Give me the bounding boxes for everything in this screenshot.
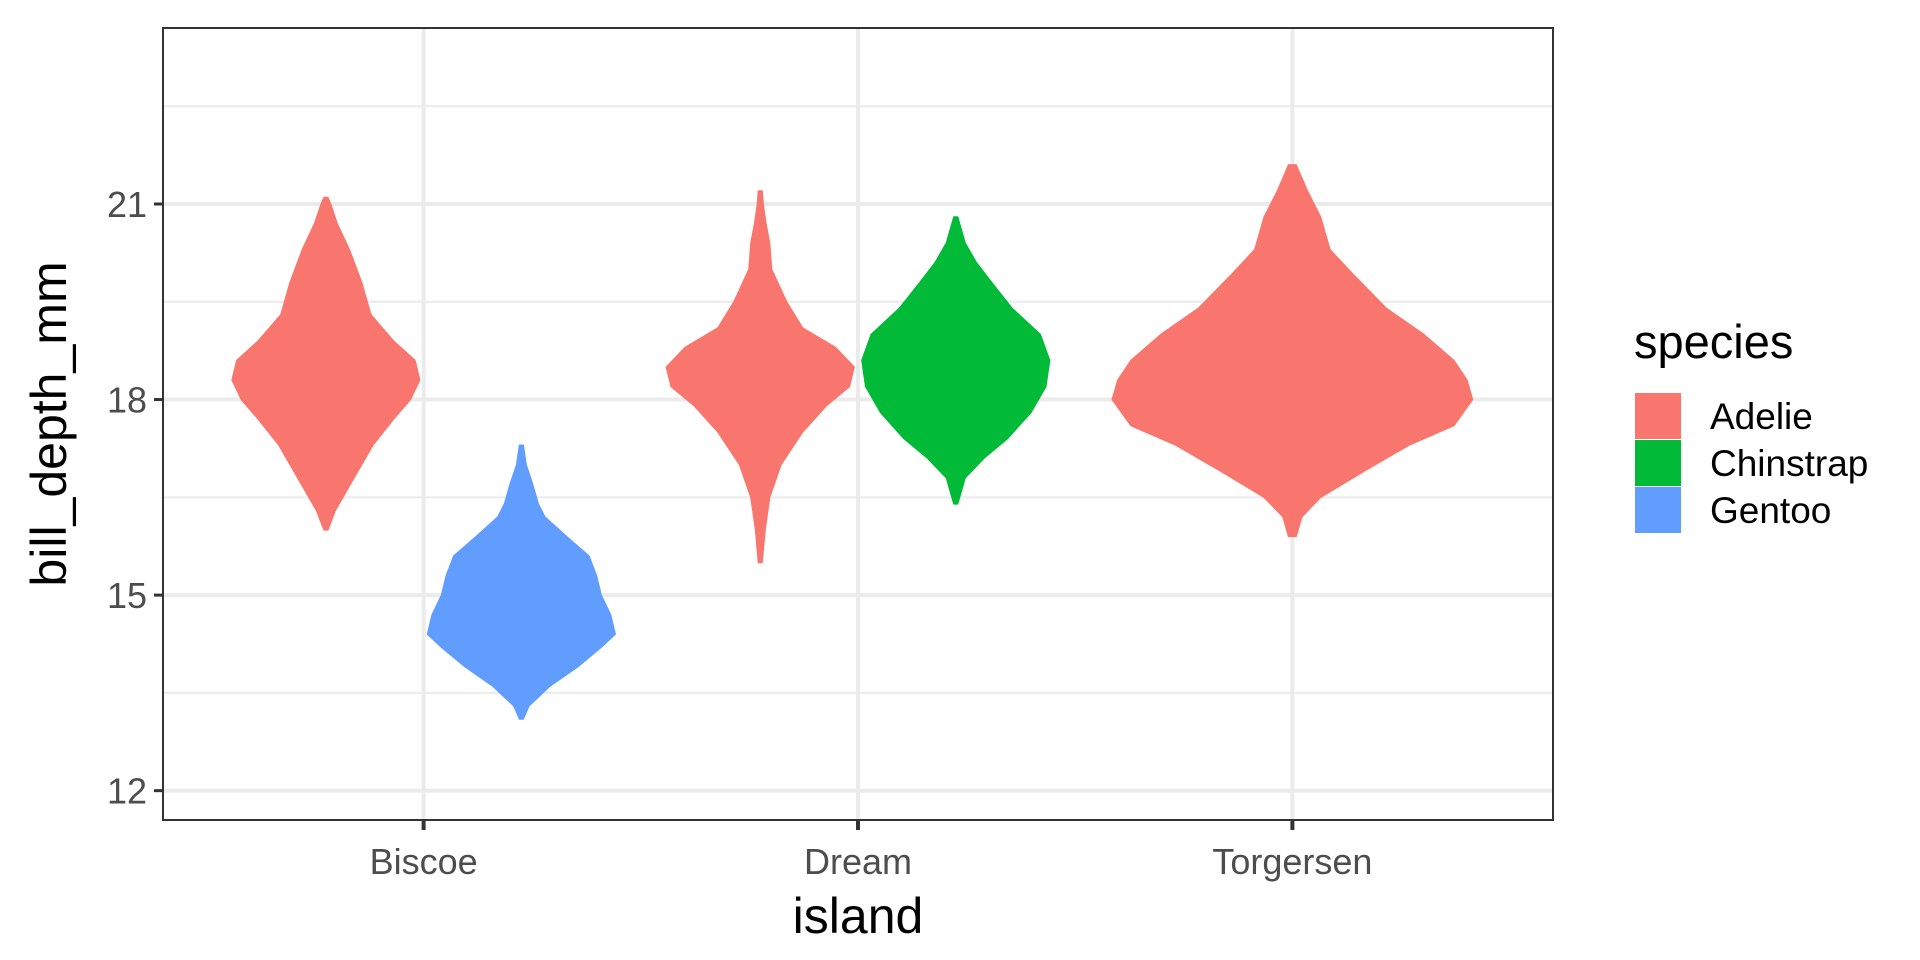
y-axis-title: bill_depth_mm (21, 261, 77, 586)
x-tick-label: Biscoe (370, 841, 478, 882)
y-tick-label: 18 (107, 380, 147, 421)
legend-label-adelie: Adelie (1710, 396, 1813, 437)
y-tick-label: 12 (107, 771, 147, 812)
x-tick-label: Dream (804, 841, 912, 882)
legend-swatch-gentoo (1635, 487, 1681, 533)
x-tick-label: Torgersen (1212, 841, 1372, 882)
violin-torgersen-adelie (1111, 164, 1474, 538)
legend-entries: Adelie Chinstrap Gentoo (1635, 393, 1868, 533)
legend-swatch-adelie (1635, 393, 1681, 439)
violin-dream-chinstrap (861, 216, 1051, 505)
y-tick-label: 15 (107, 575, 147, 616)
axis-layer: 12 15 18 21 Biscoe Dream Torgersen (107, 184, 1372, 882)
legend: species Adelie Chinstrap Gentoo (1634, 315, 1868, 533)
legend-label-chinstrap: Chinstrap (1710, 443, 1868, 484)
violin-layer (231, 164, 1474, 720)
legend-label-gentoo: Gentoo (1710, 490, 1831, 531)
legend-swatch-chinstrap (1635, 440, 1681, 486)
x-axis-title: island (793, 888, 924, 944)
violin-dream-adelie (665, 190, 855, 564)
y-tick-label: 21 (107, 184, 147, 225)
violin-biscoe-adelie (231, 196, 421, 531)
legend-title: species (1634, 315, 1793, 368)
violin-biscoe-gentoo (426, 444, 616, 720)
